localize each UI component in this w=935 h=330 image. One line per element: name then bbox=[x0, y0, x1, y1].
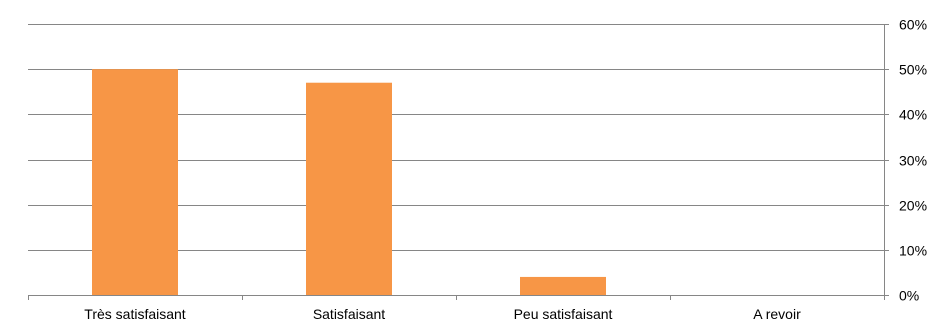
y-tick-label: 0% bbox=[899, 288, 919, 304]
bars bbox=[92, 69, 606, 296]
x-category-label: Satisfaisant bbox=[313, 306, 385, 322]
bar bbox=[306, 82, 392, 295]
labels: 0% 10% 20% 30% 40% 50% 60% Très satisfaisant Sat… bbox=[84, 17, 927, 323]
x-category-label: A revoir bbox=[753, 306, 801, 322]
x-category-label: Très satisfaisant bbox=[84, 306, 186, 322]
bar bbox=[520, 276, 606, 295]
y-tick-label: 20% bbox=[899, 198, 927, 214]
y-tick-label: 10% bbox=[899, 243, 927, 259]
axes bbox=[28, 24, 889, 300]
y-tick-label: 50% bbox=[899, 62, 927, 78]
x-category-label: Peu satisfaisant bbox=[514, 306, 613, 322]
y-tick-label: 40% bbox=[899, 107, 927, 123]
y-tick-label: 30% bbox=[899, 153, 927, 169]
bar bbox=[92, 69, 178, 296]
y-tick-label: 60% bbox=[899, 17, 927, 33]
